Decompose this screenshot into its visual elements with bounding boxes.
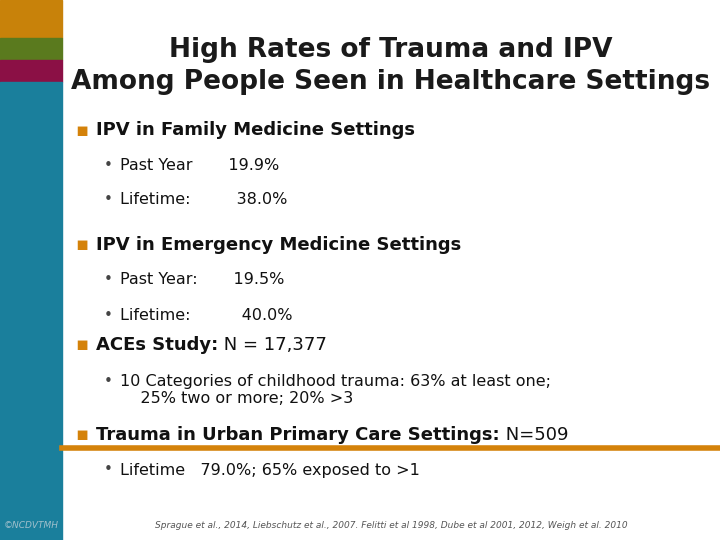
Text: ▪: ▪ xyxy=(76,335,89,354)
Text: ▪: ▪ xyxy=(76,235,89,254)
Text: Lifetime   79.0%; 65% exposed to >1: Lifetime 79.0%; 65% exposed to >1 xyxy=(120,462,420,477)
Text: Past Year:       19.5%: Past Year: 19.5% xyxy=(120,273,284,287)
Text: IPV in Emergency Medicine Settings: IPV in Emergency Medicine Settings xyxy=(96,236,462,254)
Text: •: • xyxy=(104,192,112,207)
Text: •: • xyxy=(104,462,112,477)
Text: Lifetime:         38.0%: Lifetime: 38.0% xyxy=(120,192,287,207)
Bar xyxy=(0,82,62,540)
Text: Among People Seen in Healthcare Settings: Among People Seen in Healthcare Settings xyxy=(71,69,711,95)
Bar xyxy=(0,60,62,82)
Text: ©NCDVTMH: ©NCDVTMH xyxy=(4,522,58,530)
Text: •: • xyxy=(104,375,112,389)
Text: N = 17,377: N = 17,377 xyxy=(218,336,327,354)
Bar xyxy=(0,38,62,60)
Text: ▪: ▪ xyxy=(76,120,89,139)
Bar xyxy=(0,0,62,38)
Text: IPV in Family Medicine Settings: IPV in Family Medicine Settings xyxy=(96,121,415,139)
Text: Trauma in Urban Primary Care Settings:: Trauma in Urban Primary Care Settings: xyxy=(96,426,500,444)
Text: •: • xyxy=(104,273,112,287)
Text: High Rates of Trauma and IPV: High Rates of Trauma and IPV xyxy=(169,37,613,63)
Text: 10 Categories of childhood trauma: 63% at least one;
    25% two or more; 20% >3: 10 Categories of childhood trauma: 63% a… xyxy=(120,374,551,407)
Text: Past Year       19.9%: Past Year 19.9% xyxy=(120,158,279,172)
Text: •: • xyxy=(104,307,112,322)
Text: ▪: ▪ xyxy=(76,426,89,444)
Text: •: • xyxy=(104,158,112,172)
Text: ACEs Study:: ACEs Study: xyxy=(96,336,218,354)
Text: N=509: N=509 xyxy=(500,426,568,444)
Text: Sprague et al., 2014, Liebschutz et al., 2007. Felitti et al 1998, Dube et al 20: Sprague et al., 2014, Liebschutz et al.,… xyxy=(155,522,627,530)
Text: Lifetime:          40.0%: Lifetime: 40.0% xyxy=(120,307,292,322)
